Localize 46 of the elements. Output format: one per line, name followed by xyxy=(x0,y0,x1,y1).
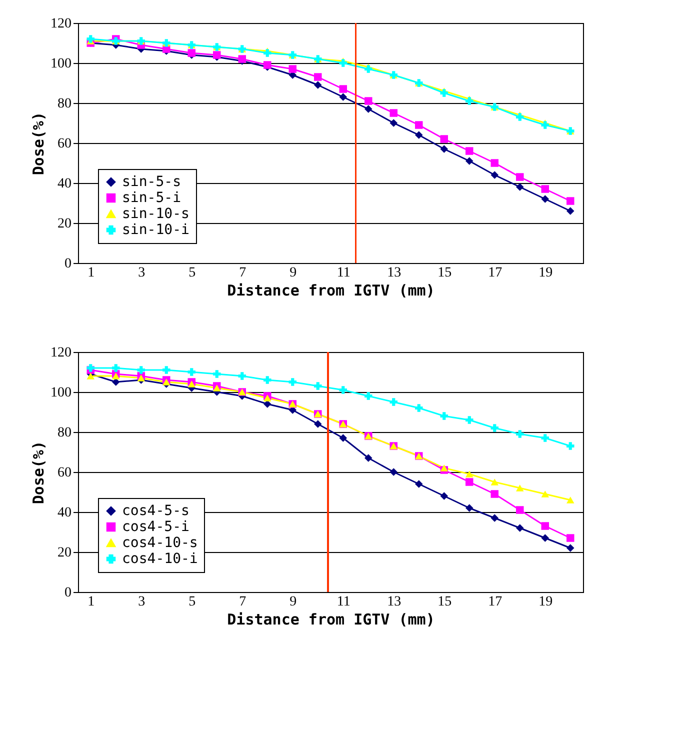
x-tick-label: 7 xyxy=(239,266,246,280)
x-axis-title: Distance from IGTV (mm) xyxy=(227,610,435,628)
legend-label: sin-10-s xyxy=(122,206,190,222)
x-tick-label: 9 xyxy=(290,266,297,280)
y-axis-title: Dose(%) xyxy=(30,112,48,176)
legend-label: sin-5-i xyxy=(122,190,182,206)
x-tick-label: 3 xyxy=(138,266,146,280)
y-tick-label: 60 xyxy=(58,466,72,480)
y-tick-label: 60 xyxy=(58,136,72,152)
y-tick-label: 100 xyxy=(50,386,72,400)
x-tick-label: 5 xyxy=(188,266,196,280)
y-tick-label: 80 xyxy=(58,96,72,112)
x-tick-label: 11 xyxy=(336,266,350,280)
x-tick-label: 1 xyxy=(88,594,95,610)
y-tick-label: 40 xyxy=(58,176,72,192)
y-tick-label: 100 xyxy=(50,56,72,72)
x-tick-label: 9 xyxy=(290,594,297,610)
y-tick-label: 20 xyxy=(58,546,72,560)
legend-label: cos4-10-s xyxy=(122,535,198,551)
x-tick-label: 11 xyxy=(336,594,350,610)
y-tick-label: 0 xyxy=(64,586,72,600)
y-tick-label: 20 xyxy=(58,216,72,232)
x-tick-label: 5 xyxy=(188,594,196,610)
y-axis-title: Dose(%) xyxy=(30,440,48,504)
x-tick-label: 19 xyxy=(538,266,553,280)
x-tick-label: 15 xyxy=(438,266,452,280)
x-tick-label: 1 xyxy=(88,266,95,280)
x-tick-label: 19 xyxy=(538,594,553,610)
y-tick-label: 120 xyxy=(50,346,72,360)
x-tick-label: 3 xyxy=(138,594,146,610)
x-axis-title: Distance from IGTV (mm) xyxy=(227,282,435,300)
x-tick-label: 15 xyxy=(438,594,452,610)
legend-label: sin-10-i xyxy=(122,222,190,238)
x-tick-label: 13 xyxy=(387,594,402,610)
y-tick-label: 120 xyxy=(50,16,72,32)
legend-label: cos4-10-i xyxy=(122,551,198,567)
legend-label: cos4-5-s xyxy=(122,503,190,519)
y-tick-label: 0 xyxy=(64,256,72,272)
y-tick-label: 40 xyxy=(58,506,72,520)
legend-label: cos4-5-i xyxy=(122,519,190,535)
x-tick-label: 17 xyxy=(488,266,502,280)
legend-label: sin-5-s xyxy=(122,174,182,190)
x-tick-label: 17 xyxy=(488,594,502,610)
y-tick-label: 80 xyxy=(58,426,72,440)
x-tick-label: 13 xyxy=(387,266,402,280)
x-tick-label: 7 xyxy=(239,594,246,610)
